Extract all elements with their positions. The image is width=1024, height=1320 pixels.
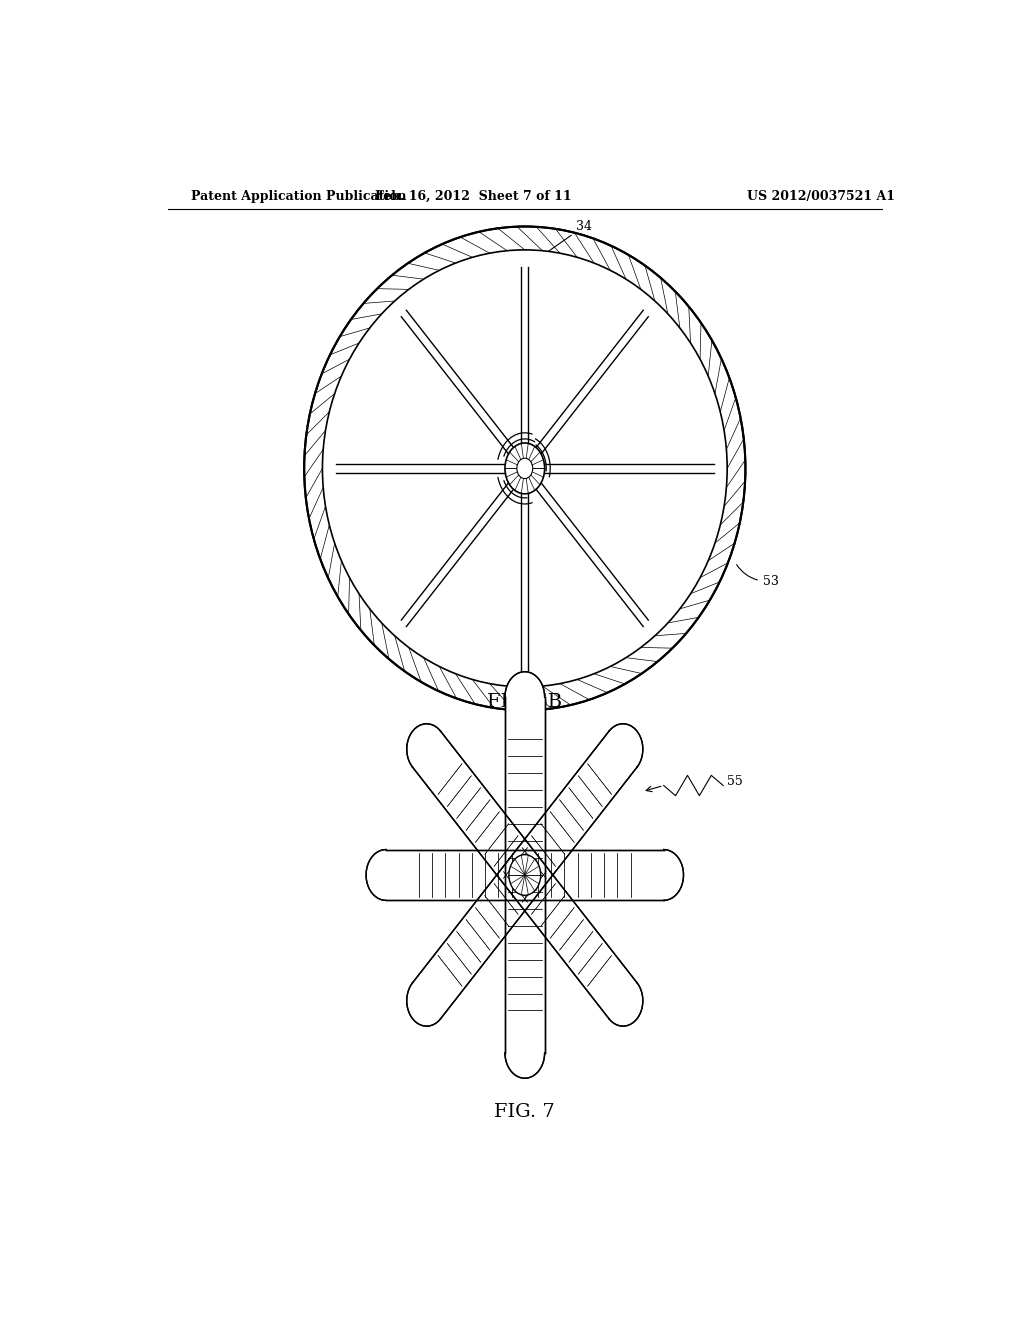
Circle shape bbox=[603, 975, 643, 1026]
Circle shape bbox=[603, 723, 643, 775]
Circle shape bbox=[505, 1027, 545, 1078]
Circle shape bbox=[407, 975, 446, 1026]
Circle shape bbox=[603, 975, 643, 1026]
Text: 34: 34 bbox=[531, 219, 592, 264]
Circle shape bbox=[407, 975, 446, 1026]
Polygon shape bbox=[386, 850, 664, 900]
Circle shape bbox=[367, 850, 406, 900]
Circle shape bbox=[505, 1027, 545, 1078]
Polygon shape bbox=[505, 697, 545, 1053]
Text: 56: 56 bbox=[454, 359, 494, 417]
Circle shape bbox=[407, 723, 446, 775]
Text: 51: 51 bbox=[494, 656, 531, 704]
Polygon shape bbox=[413, 731, 637, 1019]
Circle shape bbox=[505, 444, 545, 494]
Text: 52: 52 bbox=[437, 470, 454, 483]
Polygon shape bbox=[413, 731, 637, 1019]
Text: 52: 52 bbox=[526, 902, 542, 913]
Ellipse shape bbox=[323, 249, 727, 686]
Text: 75: 75 bbox=[586, 758, 632, 807]
Text: 53: 53 bbox=[736, 565, 779, 587]
Text: 55: 55 bbox=[727, 775, 743, 788]
Ellipse shape bbox=[304, 227, 745, 710]
Text: 51: 51 bbox=[674, 440, 690, 453]
Text: 62: 62 bbox=[549, 470, 564, 483]
Circle shape bbox=[407, 723, 446, 775]
Polygon shape bbox=[505, 697, 545, 1053]
Circle shape bbox=[367, 850, 406, 900]
Circle shape bbox=[517, 458, 532, 479]
Polygon shape bbox=[386, 850, 664, 900]
Polygon shape bbox=[413, 731, 637, 1019]
Text: US 2012/0037521 A1: US 2012/0037521 A1 bbox=[748, 190, 895, 202]
Text: Feb. 16, 2012  Sheet 7 of 11: Feb. 16, 2012 Sheet 7 of 11 bbox=[375, 190, 571, 202]
Text: FIG. 6B: FIG. 6B bbox=[487, 693, 562, 711]
Circle shape bbox=[644, 850, 684, 900]
Polygon shape bbox=[413, 731, 637, 1019]
Circle shape bbox=[644, 850, 684, 900]
Circle shape bbox=[603, 723, 643, 775]
Circle shape bbox=[509, 854, 541, 895]
Text: 60: 60 bbox=[595, 389, 644, 428]
Text: Patent Application Publication: Patent Application Publication bbox=[191, 190, 407, 202]
Circle shape bbox=[505, 672, 545, 722]
Circle shape bbox=[505, 672, 545, 722]
Text: 61: 61 bbox=[544, 359, 589, 405]
Text: FIG. 7: FIG. 7 bbox=[495, 1102, 555, 1121]
Text: 55: 55 bbox=[344, 401, 359, 414]
